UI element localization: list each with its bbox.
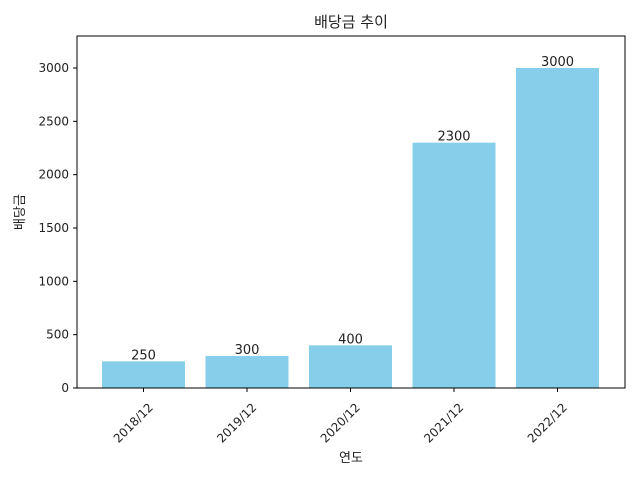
bar-value-label: 250 — [131, 348, 156, 363]
bar-2020-12 — [309, 345, 392, 388]
bar-value-label: 3000 — [541, 55, 574, 70]
bar-2019-12 — [205, 356, 289, 388]
bar-value-label: 400 — [338, 332, 363, 347]
y-tick-label: 1500 — [38, 221, 69, 235]
bar-2021-12 — [412, 142, 496, 388]
bar-2022-12 — [516, 68, 599, 388]
x-tick-label: 2018/12 — [111, 400, 156, 445]
y-tick-label: 3000 — [38, 61, 69, 75]
y-tick-label: 2500 — [38, 114, 69, 128]
x-axis-label: 연도 — [339, 451, 363, 466]
bar-2018-12 — [102, 361, 185, 388]
y-tick-label: 0 — [61, 381, 69, 395]
data-labels-group: 250 300 400 2300 3000 — [131, 55, 574, 363]
bar-value-label: 300 — [235, 343, 260, 358]
x-tick-label: 2021/12 — [421, 400, 466, 445]
y-axis-label: 배당금 — [13, 194, 28, 230]
y-tick-label: 1000 — [38, 274, 69, 288]
bar-value-label: 2300 — [437, 130, 470, 145]
x-tick-label: 2020/12 — [318, 400, 363, 445]
y-tick-label: 500 — [46, 328, 69, 342]
chart-title: 배당금 추이 — [314, 13, 388, 31]
bars-group — [102, 68, 599, 388]
x-tick-label: 2019/12 — [214, 400, 259, 445]
x-tick-label: 2022/12 — [525, 400, 570, 445]
x-axis: 2018/12 2019/12 2020/12 2021/12 2022/12 — [111, 388, 570, 446]
y-tick-label: 2000 — [38, 168, 69, 182]
y-axis: 0 500 1000 1500 2000 2500 3000 — [38, 61, 77, 395]
